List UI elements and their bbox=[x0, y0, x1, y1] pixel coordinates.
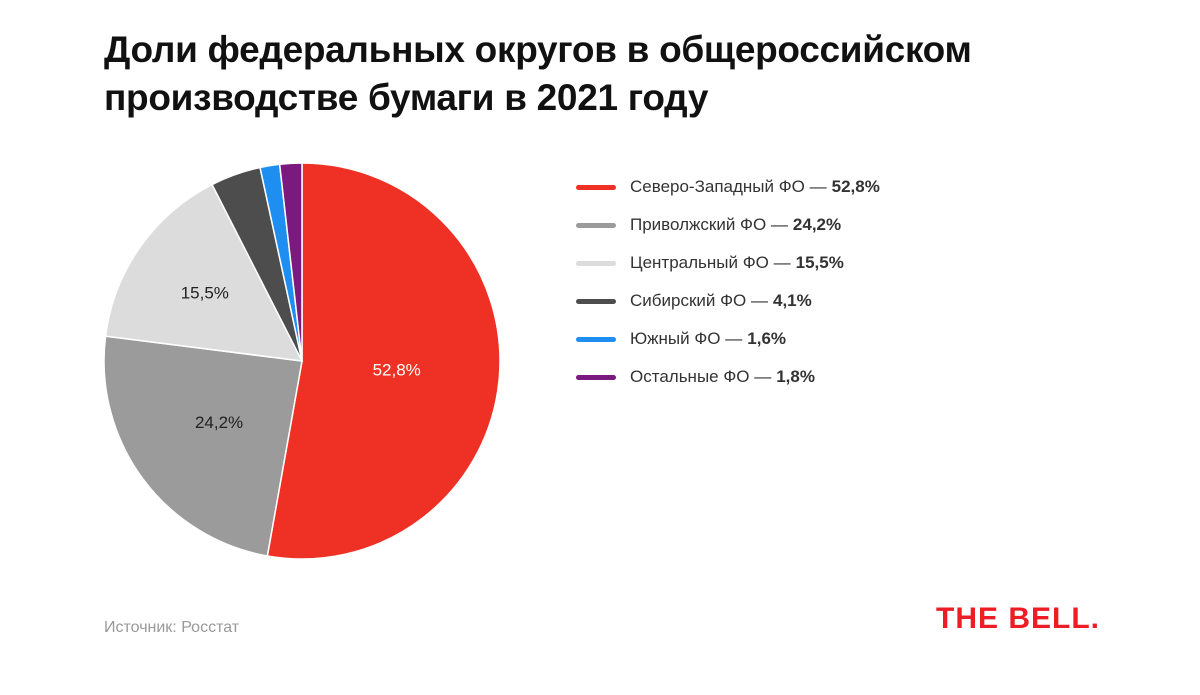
legend-item: Остальные ФО —1,8% bbox=[576, 358, 880, 396]
legend-value: 1,8% bbox=[776, 367, 815, 386]
pie-slice bbox=[278, 162, 303, 362]
legend-swatch bbox=[576, 336, 616, 342]
legend-separator: — bbox=[754, 367, 772, 386]
slice-label: 52,8% bbox=[373, 360, 421, 379]
legend-item: Центральный ФО —15,5% bbox=[576, 244, 880, 282]
pie-chart: 52,8% 24,2% 15,5% bbox=[103, 162, 501, 560]
brand-logo: THE BELL. bbox=[936, 602, 1100, 635]
legend-item: Южный ФО —1,6% bbox=[576, 320, 880, 358]
legend-value: 1,6% bbox=[747, 329, 787, 348]
legend-swatch bbox=[576, 374, 616, 380]
legend-swatch bbox=[576, 260, 616, 266]
legend-value: 24,2% bbox=[792, 215, 842, 234]
legend-label: Центральный ФО bbox=[630, 253, 769, 272]
legend-separator: — bbox=[809, 177, 827, 196]
pie-slice bbox=[104, 183, 304, 362]
legend-item: Сибирский ФО — 4,1% bbox=[576, 282, 880, 320]
legend-item: Северо-Западный ФО —52,8% bbox=[576, 168, 880, 206]
legend-label: Северо-Западный ФО bbox=[630, 177, 805, 196]
legend-separator: — bbox=[751, 291, 768, 310]
legend-label: Южный ФО bbox=[630, 329, 721, 348]
chart-title: Доли федеральных округов в общероссийско… bbox=[104, 29, 972, 118]
pie-slice bbox=[103, 335, 303, 557]
legend-label: Приволжский ФО bbox=[630, 215, 767, 234]
legend-value: 52,8% bbox=[831, 177, 880, 196]
legend-item: Приволжский ФО —24,2% bbox=[576, 206, 880, 244]
legend-separator: — bbox=[725, 329, 743, 348]
legend-swatch bbox=[576, 222, 616, 228]
legend-swatch bbox=[576, 184, 616, 190]
legend-value: 15,5% bbox=[795, 253, 844, 272]
legend: Северо-Западный ФО —52,8% Приволжский ФО … bbox=[576, 168, 880, 396]
source-note: Источник: Росстат bbox=[104, 619, 240, 636]
slice-label: 15,5% bbox=[181, 284, 229, 303]
pie-slice bbox=[266, 162, 501, 560]
legend-separator: — bbox=[770, 215, 788, 234]
legend-separator: — bbox=[773, 253, 791, 272]
legend-swatch bbox=[576, 298, 616, 304]
legend-label: Сибирский ФО bbox=[630, 291, 747, 310]
slice-label: 24,2% bbox=[195, 413, 243, 432]
legend-value: 4,1% bbox=[773, 291, 812, 310]
legend-label: Остальные ФО bbox=[630, 367, 750, 386]
